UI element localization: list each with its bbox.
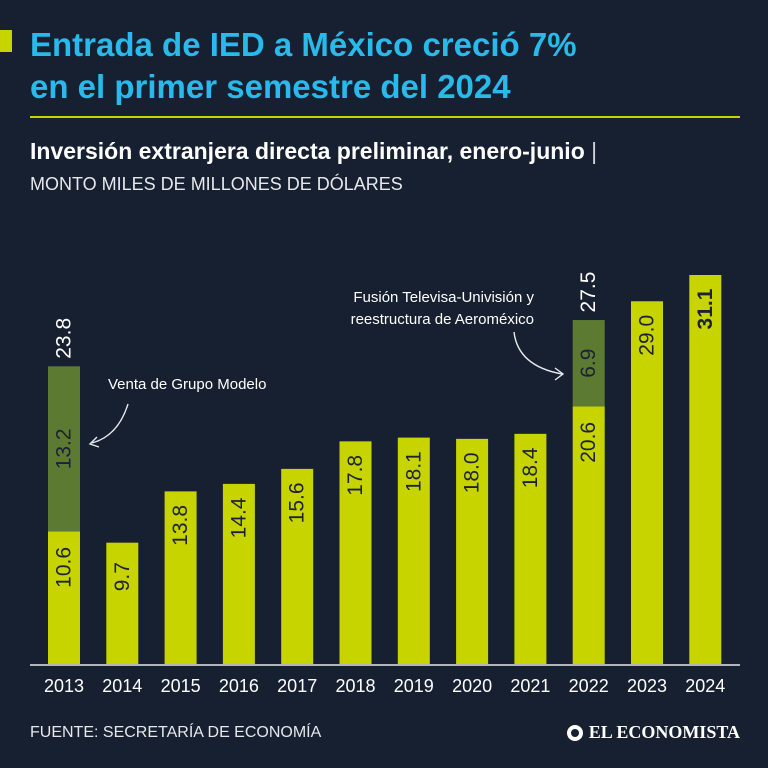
value-label-2013: 10.6 bbox=[53, 547, 76, 588]
value-label-2023: 29.0 bbox=[636, 315, 659, 356]
value-label-2019: 18.1 bbox=[402, 451, 425, 492]
value-label-2015: 13.8 bbox=[169, 505, 192, 546]
bar-2018 bbox=[339, 441, 372, 664]
x-tick-label-2013: 2013 bbox=[44, 676, 84, 696]
extra-label-2022: 6.9 bbox=[577, 349, 600, 378]
value-label-2016: 14.4 bbox=[227, 497, 250, 538]
bar-extra-2022 bbox=[572, 320, 605, 407]
brand-logo: EL ECONOMISTA bbox=[566, 722, 740, 743]
value-label-2022: 20.6 bbox=[577, 422, 600, 463]
bar-2015 bbox=[164, 491, 197, 664]
source-note: FUENTE: SECRETARÍA DE ECONOMÍA bbox=[30, 724, 322, 741]
x-tick-label-2017: 2017 bbox=[277, 676, 317, 696]
value-label-2024: 31.1 bbox=[694, 288, 717, 329]
x-tick-label-2020: 2020 bbox=[452, 676, 492, 696]
x-tick-label-2024: 2024 bbox=[685, 676, 725, 696]
value-label-2021: 18.4 bbox=[519, 447, 542, 488]
x-tick-label-2022: 2022 bbox=[569, 676, 609, 696]
annotation-arrowhead-grupo-modelo bbox=[88, 436, 100, 448]
total-label-2013: 23.8 bbox=[53, 318, 76, 359]
x-tick-label-2018: 2018 bbox=[335, 676, 375, 696]
x-tick-label-2019: 2019 bbox=[394, 676, 434, 696]
annotation-televisa-line2: reestructura de Aeroméxico bbox=[351, 311, 534, 328]
x-tick-label-2015: 2015 bbox=[161, 676, 201, 696]
bar-2019 bbox=[397, 437, 430, 664]
chart-title: Entrada de IED a México creció 7% en el … bbox=[30, 24, 750, 108]
bar-2021 bbox=[514, 433, 547, 664]
bar-2016 bbox=[222, 483, 255, 664]
annotation-arrow-grupo-modelo bbox=[91, 403, 129, 444]
value-label-2017: 15.6 bbox=[286, 482, 309, 523]
x-tick-label-2016: 2016 bbox=[219, 676, 259, 696]
bar-extra-2013 bbox=[48, 366, 80, 532]
bar-2020 bbox=[456, 438, 489, 664]
value-label-2020: 18.0 bbox=[461, 452, 484, 493]
brand-name: EL ECONOMISTA bbox=[588, 722, 740, 742]
chart-subtitle: Inversión extranjera directa preliminar,… bbox=[30, 138, 750, 165]
title-accent-square bbox=[0, 30, 12, 52]
unit-label: MONTO MILES DE MILLONES DE DÓLARES bbox=[30, 174, 403, 194]
title-line-1: Entrada de IED a México creció 7% bbox=[30, 26, 577, 63]
title-line-2: en el primer semestre del 2024 bbox=[30, 68, 511, 105]
total-label-2022: 27.5 bbox=[577, 272, 600, 313]
annotation-grupo-modelo: Venta de Grupo Modelo bbox=[108, 376, 266, 393]
bar-2024 bbox=[689, 275, 722, 664]
value-label-2014: 9.7 bbox=[111, 562, 134, 591]
bar-2013 bbox=[48, 531, 80, 664]
bar-2014 bbox=[106, 542, 139, 664]
x-tick-label-2023: 2023 bbox=[627, 676, 667, 696]
bar-2022 bbox=[572, 406, 605, 664]
bar-2017 bbox=[281, 468, 314, 664]
subtitle-separator: | bbox=[591, 138, 598, 164]
x-tick-label-2014: 2014 bbox=[102, 676, 142, 696]
value-label-2018: 17.8 bbox=[344, 455, 367, 496]
extra-label-2013: 13.2 bbox=[53, 428, 76, 469]
x-tick-label-2021: 2021 bbox=[510, 676, 550, 696]
annotation-arrow-televisa bbox=[513, 331, 563, 375]
title-divider bbox=[30, 116, 740, 118]
annotation-arrowhead-televisa bbox=[554, 367, 565, 381]
subtitle-text: Inversión extranjera directa preliminar,… bbox=[30, 138, 585, 164]
brand-icon bbox=[566, 724, 583, 741]
bar-2023 bbox=[631, 301, 663, 664]
annotation-televisa-line1: Fusión Televisa-Univisión y bbox=[353, 289, 534, 306]
